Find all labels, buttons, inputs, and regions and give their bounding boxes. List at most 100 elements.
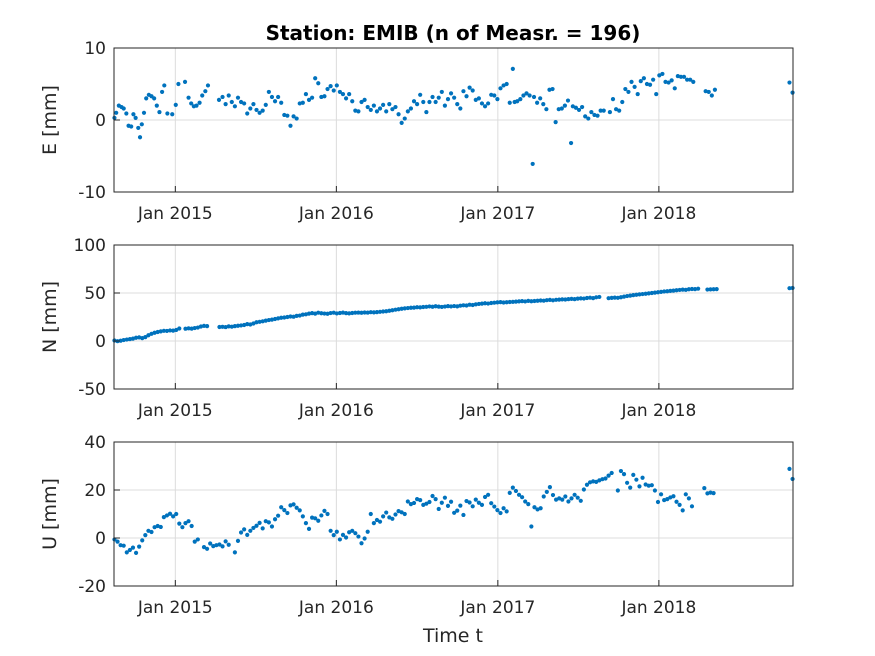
data-point [279,505,284,510]
data-point [620,99,625,105]
data-point [306,526,312,531]
data-point [334,311,339,316]
axes-border-up [113,441,794,587]
data-point [550,86,555,92]
data-point [183,326,188,331]
data-point [439,89,444,95]
data-point [288,123,293,128]
data-point [524,91,529,96]
data-point [421,99,426,105]
x-tick-label: Jan 2015 [137,204,213,224]
data-point [520,495,525,500]
data-point [686,496,691,501]
data-point [516,492,522,497]
data-point [359,310,364,315]
data-point [285,510,290,516]
data-point [563,297,568,302]
data-point [529,524,534,529]
data-point [526,502,531,507]
y-tick-label: 10 [84,39,106,59]
data-point [124,550,129,555]
data-point [421,304,426,310]
data-point [501,506,506,511]
data-point [310,311,315,316]
data-point [649,290,654,296]
data-point [559,106,564,111]
data-point [374,310,380,315]
data-point [501,300,506,305]
data-point [291,502,296,507]
data-point [319,311,324,316]
data-point [452,95,457,100]
data-point [377,106,383,111]
data-point [628,485,633,490]
data-point [204,324,210,329]
data-point [572,297,577,302]
data-point [674,288,679,293]
data-point [291,114,296,119]
y-tick-label: 0 [95,111,106,131]
x-tick-label: Jan 2017 [459,598,535,618]
data-point [350,99,355,104]
data-point [578,498,583,503]
data-point [377,519,383,524]
data-point [300,514,305,519]
data-point [464,94,469,99]
data-point [535,298,540,303]
data-point [319,513,324,518]
data-point [139,122,144,127]
data-point [584,295,590,301]
data-point [266,317,271,323]
data-point [257,319,262,324]
data-point [709,93,714,98]
data-point [300,312,305,317]
data-point [658,289,664,294]
data-point [303,521,309,526]
data-point [640,475,645,480]
data-point [711,287,716,292]
data-point [562,103,568,108]
data-point [371,521,376,526]
data-point [495,300,500,305]
data-point [411,305,417,310]
data-point [714,287,719,292]
data-point [572,492,577,497]
data-point [439,500,444,505]
data-point [482,104,488,109]
data-point [476,500,481,505]
x-tick-label: Jan 2016 [298,598,374,618]
data-point [486,101,491,106]
data-point [445,503,451,508]
data-point [518,97,523,102]
y-tick-label: -20 [78,577,106,597]
data-point [442,103,447,108]
data-point [641,76,646,81]
data-point [381,102,386,107]
data-point [260,108,265,113]
data-point [458,303,463,308]
data-point [127,336,132,342]
data-point [396,307,401,312]
data-point [626,89,631,95]
data-point [672,86,677,91]
data-point [353,310,358,315]
data-point [479,101,485,106]
data-point [124,111,129,116]
data-point [220,94,225,100]
data-point [560,297,565,302]
data-point [164,513,170,518]
data-point [384,109,389,114]
data-point [337,537,342,542]
data-point [560,497,565,502]
data-point [194,103,199,108]
data-point [436,95,441,100]
data-point [674,499,679,504]
data-point [294,505,299,510]
x-tick-label: Jan 2016 [298,204,374,224]
data-point [634,292,639,297]
data-point [520,299,525,304]
data-point [248,106,253,111]
data-point [143,335,148,340]
data-point [489,300,494,306]
